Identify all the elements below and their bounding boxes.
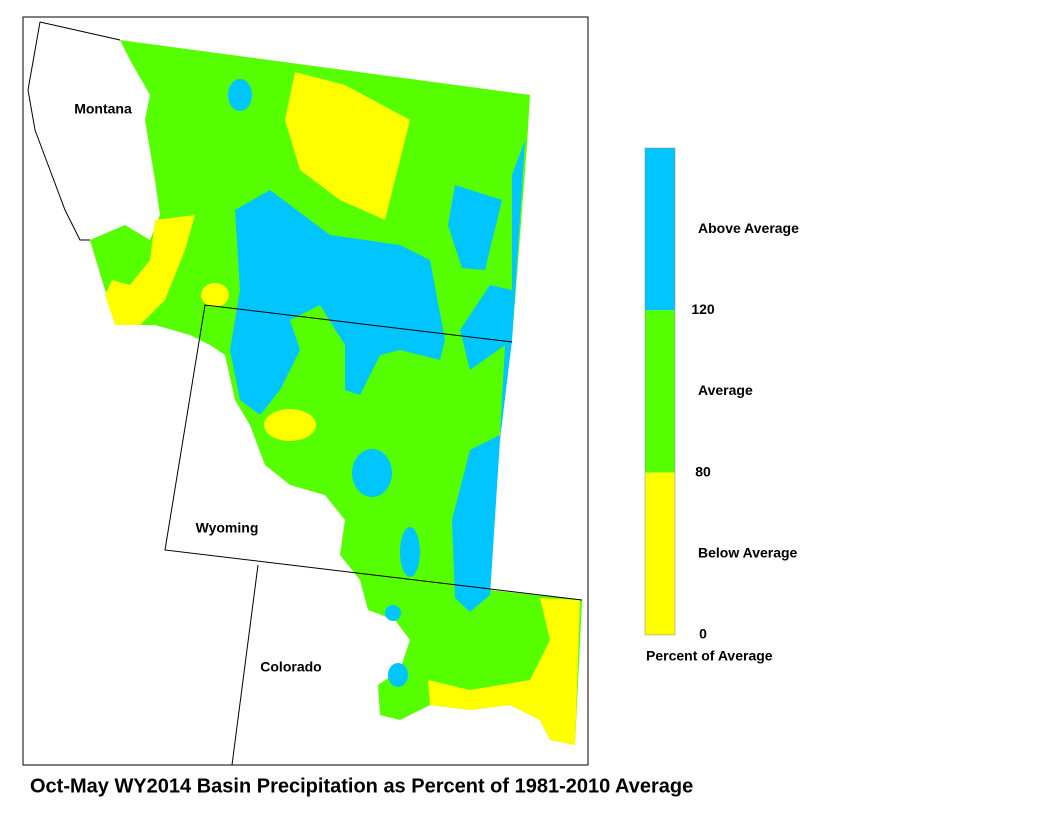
legend-tick: 80 — [695, 463, 711, 479]
precip-zones — [90, 40, 582, 745]
zone-above — [230, 190, 445, 415]
legend-swatch — [645, 148, 675, 311]
legend: Above Average Average Below Average 120 80 0 P… — [644, 147, 799, 664]
colorado-border — [231, 564, 259, 766]
zone-below — [264, 409, 316, 441]
state-label: Montana — [74, 101, 132, 117]
zone-below — [201, 283, 229, 307]
state-boundaries — [27, 21, 583, 766]
zone-above — [448, 185, 502, 270]
zone-above — [388, 663, 408, 687]
wyoming-border — [164, 304, 583, 601]
zone-above — [400, 527, 420, 577]
legend-tick: 120 — [691, 301, 715, 317]
legend-class-label: Below Average — [698, 544, 798, 560]
legend-caption: Percent of Average — [646, 648, 773, 664]
zone-above — [352, 449, 392, 497]
zone-above — [385, 605, 401, 621]
montana-border — [27, 21, 90, 241]
state-label: Colorado — [260, 659, 321, 675]
legend-tick: 0 — [699, 626, 707, 642]
zone-above — [228, 79, 252, 111]
montana-border — [39, 21, 121, 41]
state-label: Wyoming — [196, 520, 259, 536]
zone-below — [285, 72, 410, 220]
map-title: Oct-May WY2014 Basin Precipitation as Pe… — [30, 775, 693, 797]
zone-above — [452, 140, 525, 612]
zone-below — [105, 215, 195, 325]
legend-swatch — [645, 472, 675, 635]
legend-class-label: Average — [698, 382, 753, 398]
zone-below — [428, 598, 580, 745]
legend-swatch — [645, 310, 675, 473]
legend-border — [644, 147, 676, 636]
legend-class-label: Above Average — [698, 220, 799, 236]
